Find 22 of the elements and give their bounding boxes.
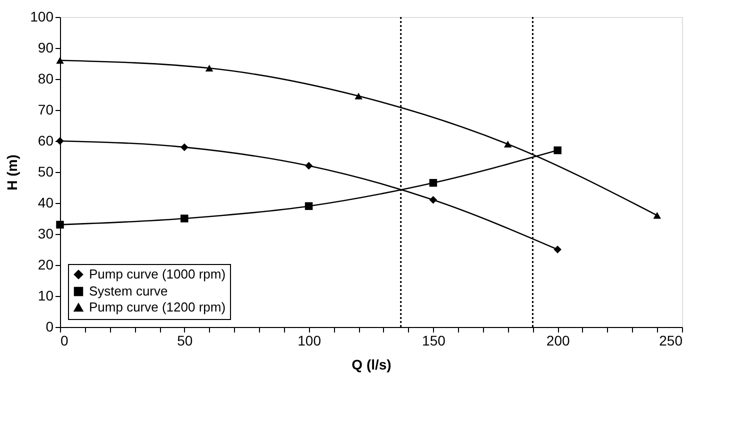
x-tick-label: 250 bbox=[659, 332, 683, 348]
legend-label: System curve bbox=[89, 284, 168, 298]
y-tick-label: 60 bbox=[38, 132, 54, 148]
x-tick-label: 150 bbox=[422, 332, 446, 348]
y-tick-label: 50 bbox=[38, 164, 54, 180]
x-tick-label: 200 bbox=[546, 332, 570, 348]
y-tick-label: 70 bbox=[38, 102, 54, 118]
y-tick-label: 90 bbox=[38, 40, 54, 56]
x-tick-label: 100 bbox=[298, 332, 322, 348]
y-tick-label: 80 bbox=[38, 70, 54, 86]
legend-label: Pump curve (1200 rpm) bbox=[89, 300, 226, 314]
y-tick-label: 100 bbox=[30, 8, 54, 24]
x-axis-title: Q (l/s) bbox=[352, 356, 392, 372]
y-tick-label: 20 bbox=[38, 256, 54, 272]
y-tick-label: 30 bbox=[38, 226, 54, 242]
y-tick-label: 40 bbox=[38, 194, 54, 210]
x-tick-label: 0 bbox=[60, 332, 68, 348]
x-tick-label: 50 bbox=[177, 332, 193, 348]
legend-label: Pump curve (1000 rpm) bbox=[89, 266, 226, 282]
y-tick-label: 0 bbox=[46, 318, 54, 334]
y-axis-title: H (m) bbox=[4, 154, 20, 190]
y-tick-label: 10 bbox=[38, 288, 54, 304]
